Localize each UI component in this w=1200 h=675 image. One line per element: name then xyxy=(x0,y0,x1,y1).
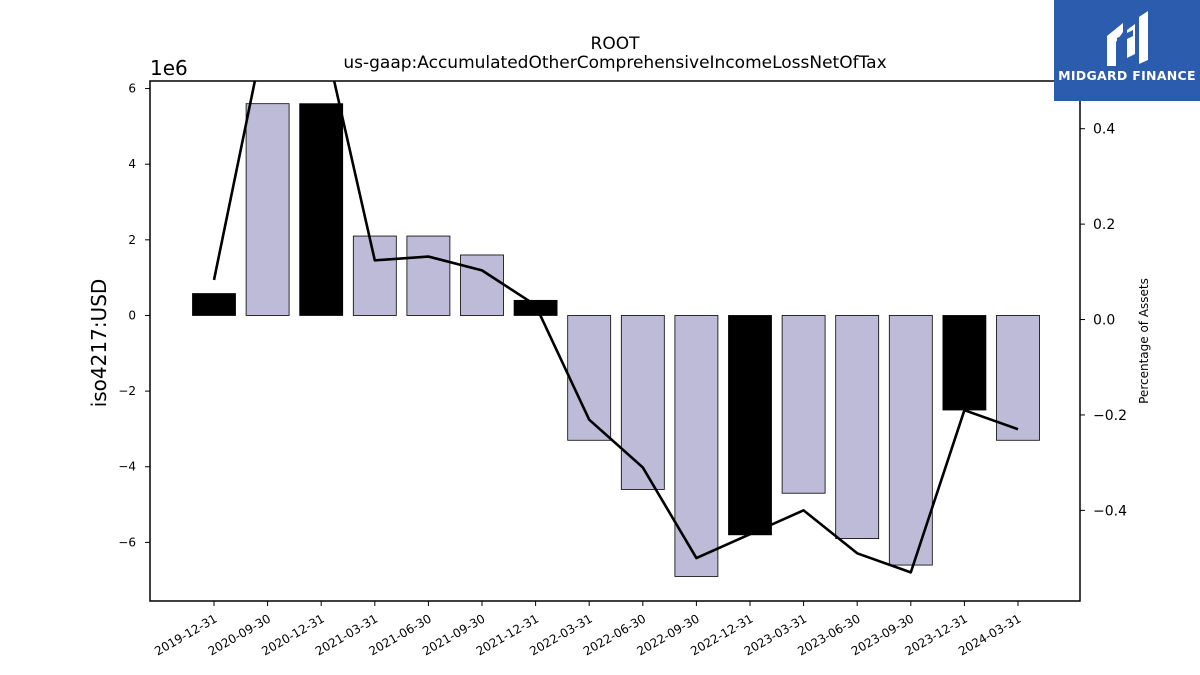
bar xyxy=(888,315,933,566)
bar xyxy=(567,315,612,441)
plot-frame xyxy=(149,80,1081,602)
y-tick-label: 6 xyxy=(128,82,136,96)
y2-tick-label: −0.2 xyxy=(1093,408,1127,424)
bar xyxy=(406,235,451,316)
bar xyxy=(299,103,344,316)
chart-subtitle: us-gaap:AccumulatedOtherComprehensiveInc… xyxy=(343,53,886,73)
y2-tick-label: 0.2 xyxy=(1093,217,1115,233)
bar xyxy=(781,315,826,494)
chart-title: ROOT xyxy=(591,34,641,54)
bar xyxy=(835,315,880,539)
y2-tick-label: 0.0 xyxy=(1093,313,1115,329)
y2-tick-label: 0.4 xyxy=(1093,122,1115,138)
bar xyxy=(674,315,719,577)
bar xyxy=(942,315,987,411)
y-tick-label: −4 xyxy=(118,460,136,474)
company-logo: MIDGARD FINANCE xyxy=(1054,0,1200,101)
y-tick-label: −6 xyxy=(118,535,136,549)
bar xyxy=(460,254,504,316)
bar xyxy=(245,103,290,316)
series-line xyxy=(212,81,1019,574)
logo-mark-icon xyxy=(1107,11,1148,66)
y-axis-label: iso4217:USD xyxy=(87,279,111,408)
y-tick-label: 4 xyxy=(128,157,136,171)
y2-tick-label: −0.4 xyxy=(1093,503,1127,519)
y-tick-label: 2 xyxy=(128,233,136,247)
bar xyxy=(352,235,397,316)
bar xyxy=(192,293,236,316)
logo-text: MIDGARD FINANCE xyxy=(1058,68,1196,83)
bar xyxy=(620,315,665,490)
plot-area: −6−4−20246−0.4−0.20.00.20.42019-12-31202… xyxy=(118,80,1127,658)
bar xyxy=(728,315,772,536)
y-tick-label: −2 xyxy=(118,384,136,398)
y-tick-label: 0 xyxy=(128,308,136,322)
y2-axis-label: Percentage of Assets xyxy=(1137,278,1151,404)
y-offset-label: 1e6 xyxy=(150,56,188,80)
bar xyxy=(996,315,1040,441)
